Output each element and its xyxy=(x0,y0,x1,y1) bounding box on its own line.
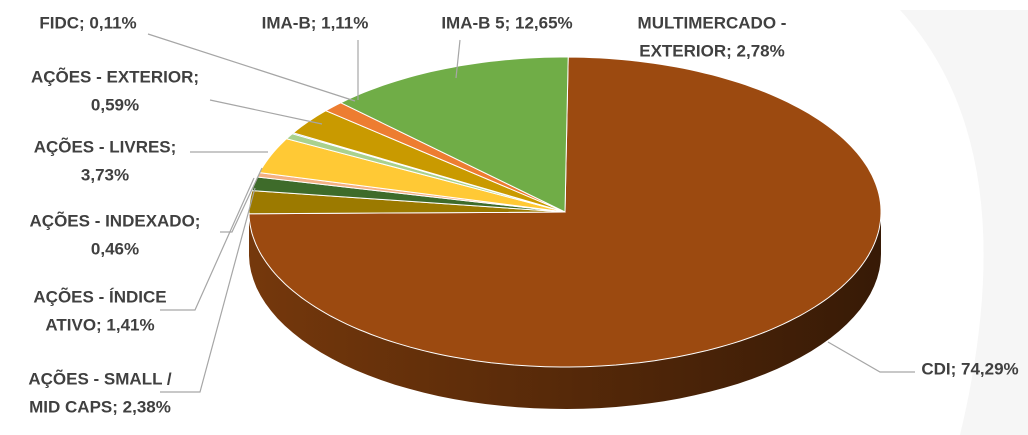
data-label: AÇÕES - INDEXADO; xyxy=(30,210,201,230)
slice-side xyxy=(249,212,881,409)
data-label: CDI; 74,29% xyxy=(921,359,1018,378)
data-label: MULTIMERCADO - xyxy=(638,13,787,32)
leader-line xyxy=(220,167,263,233)
data-label: ATIVO; 1,41% xyxy=(45,315,154,334)
data-label: FIDC; 0,11% xyxy=(39,13,136,32)
data-label: MID CAPS; 2,38% xyxy=(29,397,171,416)
data-label: 3,73% xyxy=(81,165,129,184)
data-label: AÇÕES - ÍNDICE xyxy=(33,286,166,306)
leader-line xyxy=(160,177,255,311)
data-label: EXTERIOR; 2,78% xyxy=(639,41,785,60)
leader-line xyxy=(147,33,356,102)
data-label: 0,46% xyxy=(91,239,139,258)
data-label: AÇÕES - LIVRES; xyxy=(34,136,177,156)
data-label: AÇÕES - EXTERIOR; xyxy=(31,66,199,86)
labels: CDI; 74,29% AÇÕES - SMALL / MID CAPS; 2,38… xyxy=(28,13,1018,416)
pie xyxy=(248,56,882,409)
leader-line xyxy=(455,39,461,79)
background-shape xyxy=(900,10,1028,435)
leader-line xyxy=(827,341,915,373)
data-label: 0,59% xyxy=(91,95,139,114)
leader-line xyxy=(160,187,256,393)
slice xyxy=(339,56,569,213)
data-label: AÇÕES - SMALL / xyxy=(28,368,172,388)
data-label: IMA-B 5; 12,65% xyxy=(441,13,572,32)
leader-line xyxy=(209,99,323,125)
data-label: IMA-B; 1,11% xyxy=(262,13,369,32)
